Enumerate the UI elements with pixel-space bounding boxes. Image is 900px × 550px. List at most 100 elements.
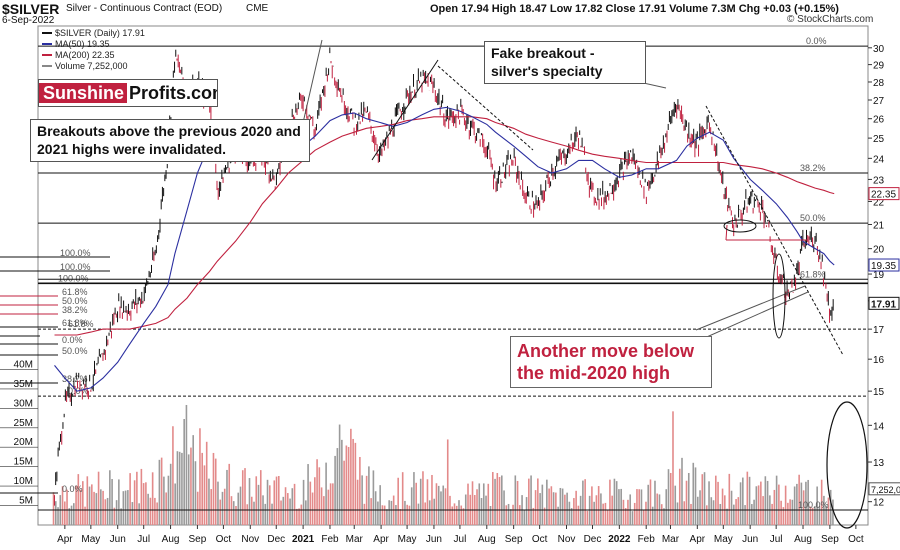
volume-bar: [739, 482, 742, 525]
volume-bar: [649, 479, 652, 525]
volume-bar: [827, 497, 830, 525]
volume-bar: [235, 505, 237, 525]
volume-bar: [766, 480, 769, 525]
volume-bar: [341, 439, 343, 525]
volume-bar: [154, 497, 156, 525]
volume-bar: [825, 505, 827, 525]
volume-bar: [431, 474, 433, 525]
y-tick-label: 14: [873, 421, 885, 432]
exchange-label: CME: [246, 3, 269, 14]
volume-bar: [615, 481, 618, 525]
volume-bar: [219, 499, 222, 525]
y-tick-label: 23: [873, 175, 885, 186]
level-label: 61.8%: [68, 319, 94, 329]
volume-bar: [566, 492, 568, 525]
volume-bar: [455, 505, 458, 525]
low-label: Low: [549, 3, 572, 15]
volume-bar: [624, 508, 627, 525]
volume-bar: [525, 497, 528, 525]
ohlc-bar: Open 17.94 High 18.47 Low 17.82 Close 17…: [430, 3, 839, 15]
volume-bar: [244, 468, 246, 525]
volume-bar: [694, 467, 697, 525]
volume-bar: [422, 471, 424, 525]
volume-bar: [444, 488, 447, 525]
volume-bar: [505, 505, 508, 525]
volume-bar: [309, 481, 312, 525]
volume-bar: [692, 462, 695, 525]
volume-bar: [68, 508, 71, 525]
volume-bar: [86, 476, 89, 525]
volume-value: 7.3M: [711, 3, 736, 15]
volume-bar: [388, 500, 390, 525]
volume-bar: [415, 482, 417, 525]
y-tick-label: 21: [873, 220, 885, 231]
logo-part-sunshine: Sunshine: [39, 83, 128, 103]
volume-bar: [368, 466, 370, 525]
ma50-line: [54, 106, 835, 392]
volume-bar: [163, 476, 165, 525]
volume-bar: [350, 428, 352, 525]
volume-bar: [543, 507, 546, 525]
volume-bar: [82, 481, 84, 525]
volume-tick-label: 15M: [14, 457, 33, 468]
y-tick-label: 28: [873, 78, 885, 89]
volume-bar: [138, 503, 140, 525]
x-tick-label: May: [714, 534, 733, 545]
volume-bar: [721, 488, 724, 525]
x-tick-label: Apr: [690, 534, 706, 545]
volume-bar: [660, 504, 663, 525]
volume-bar: [685, 480, 688, 525]
volume-bar: [555, 492, 557, 525]
x-tick-label: Feb: [321, 534, 339, 545]
volume-bar: [602, 503, 604, 525]
pointer-line: [695, 285, 806, 331]
volume-bar: [118, 479, 120, 525]
volume-bar: [417, 503, 420, 525]
volume-bar: [791, 499, 794, 525]
volume-bar: [122, 491, 125, 525]
volume-bar: [798, 474, 800, 525]
volume-bar: [93, 491, 95, 525]
y-tick-label: 12: [873, 498, 885, 509]
volume-bar: [442, 485, 445, 525]
volume-bar: [618, 489, 620, 525]
volume-bar: [413, 472, 415, 525]
x-tick-label: May: [398, 534, 417, 545]
volume-bar: [329, 483, 332, 525]
legend-volume: Volume 7,252,000: [55, 61, 128, 71]
volume-bar: [512, 504, 514, 525]
volume-tick-label: 40M: [14, 359, 33, 370]
volume-bar: [710, 497, 713, 525]
annotation-breakouts: Breakouts above the previous 2020 and 20…: [30, 119, 310, 162]
stockcharts-credit[interactable]: © StockCharts.com: [787, 14, 874, 25]
volume-bar: [97, 471, 100, 525]
volume-bar: [377, 501, 379, 525]
x-tick-label: Jun: [742, 534, 758, 545]
volume-bar: [345, 445, 348, 525]
volume-bar: [494, 478, 496, 525]
volume-bar: [577, 505, 580, 525]
y-tick-label: 17: [873, 325, 885, 336]
support-line: [725, 224, 728, 241]
volume-bar: [406, 504, 408, 525]
left-level-label: 0.0%: [62, 335, 83, 345]
volume-bar: [147, 493, 149, 525]
y-tick-label: 25: [873, 134, 885, 145]
x-tick-label: Sep: [505, 534, 523, 545]
volume-bar: [586, 510, 589, 525]
legend-ma200: MA(200) 22.35: [55, 50, 115, 60]
volume-bar: [363, 503, 366, 525]
x-tick-label: Aug: [794, 534, 812, 545]
volume-bar: [264, 503, 267, 525]
volume-bar: [174, 483, 176, 525]
volume-bar: [829, 489, 832, 525]
volume-bar: [66, 489, 68, 525]
volume-bar: [809, 506, 812, 525]
x-tick-label: Jul: [137, 534, 150, 545]
ma200-line: [54, 116, 835, 336]
volume-tick-label: 20M: [14, 437, 33, 448]
volume-bar: [410, 487, 413, 525]
volume-bar: [318, 467, 321, 525]
volume-bar: [667, 469, 670, 525]
volume-bar: [210, 489, 213, 525]
